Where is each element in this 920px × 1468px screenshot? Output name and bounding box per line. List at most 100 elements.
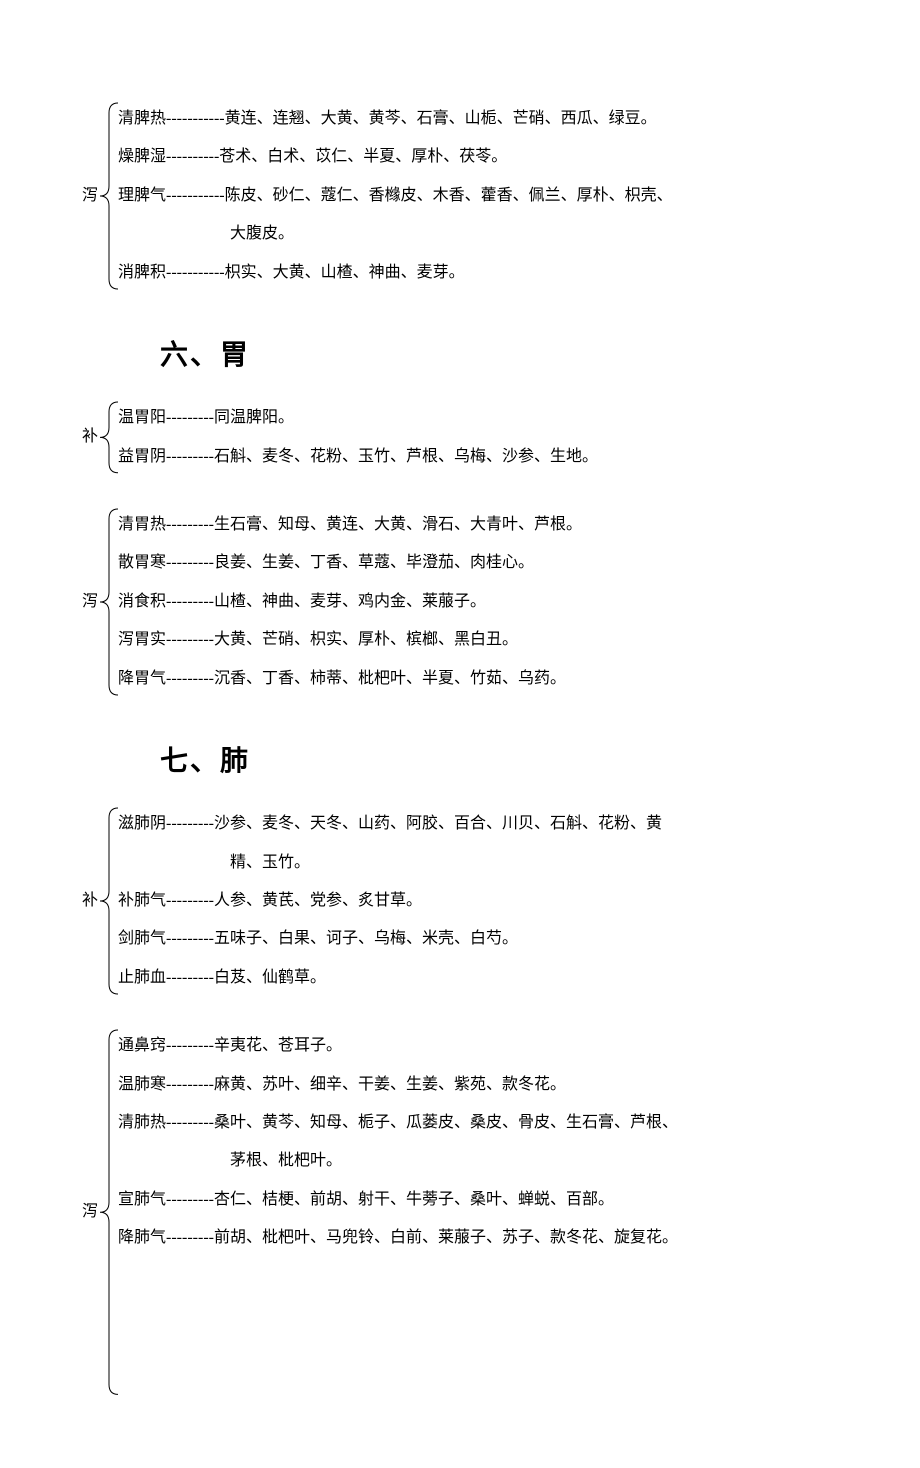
entry-row: 温胃阳---------同温脾阳。 xyxy=(118,399,598,437)
entry-row: 止肺血---------白芨、仙鹤草。 xyxy=(118,959,662,997)
brace-bracket xyxy=(100,399,118,476)
entry-dashes: ----------- xyxy=(166,100,225,138)
entry-content: 麻黄、苏叶、细辛、干姜、生姜、紫苑、款冬花。 xyxy=(214,1066,678,1104)
entry-row: 降肺气---------前胡、枇杷叶、马兜铃、白前、莱菔子、苏子、款冬花、旋复花… xyxy=(118,1219,678,1257)
entries-list: 清胃热---------生石膏、知母、黄连、大黄、滑石、大青叶、芦根。散胃寒--… xyxy=(118,506,582,698)
entry-dashes: ----------- xyxy=(166,177,225,215)
entry-group: 泻清脾热-----------黄连、连翘、大黄、黄芩、石膏、山栀、芒硝、西瓜、绿… xyxy=(80,100,840,292)
section: 六、胃补温胃阳---------同温脾阳。益胃阴---------石斛、麦冬、花… xyxy=(80,322,840,698)
entry-label: 消脾积 xyxy=(118,254,166,292)
entry-content: 陈皮、砂仁、蔻仁、香橼皮、木香、藿香、佩兰、厚朴、枳壳、 xyxy=(225,177,673,215)
entry-dashes: --------- xyxy=(166,583,214,621)
entry-group: 补滋肺阴---------沙参、麦冬、天冬、山药、阿胶、百合、川贝、石斛、花粉、… xyxy=(80,805,840,997)
bracket-wrap: 通鼻窍---------辛夷花、苍耳子。温肺寒---------麻黄、苏叶、细辛… xyxy=(100,1027,678,1397)
entry-content: 白芨、仙鹤草。 xyxy=(214,959,662,997)
entry-label: 剑肺气 xyxy=(118,920,166,958)
entry-label: 滋肺阴 xyxy=(118,805,166,843)
entry-row-continuation: 精、玉竹。 xyxy=(118,844,662,882)
entry-row: 补肺气---------人参、黄芪、党参、炙甘草。 xyxy=(118,882,662,920)
entry-label: 降肺气 xyxy=(118,1219,166,1257)
entry-dashes: --------- xyxy=(166,1104,214,1142)
entry-row: 温肺寒---------麻黄、苏叶、细辛、干姜、生姜、紫苑、款冬花。 xyxy=(118,1066,678,1104)
entry-content-continuation: 茅根、枇杷叶。 xyxy=(118,1142,678,1180)
entry-row: 清胃热---------生石膏、知母、黄连、大黄、滑石、大青叶、芦根。 xyxy=(118,506,582,544)
entry-dashes: --------- xyxy=(166,1181,214,1219)
entry-label: 理脾气 xyxy=(118,177,166,215)
section: 泻清脾热-----------黄连、连翘、大黄、黄芩、石膏、山栀、芒硝、西瓜、绿… xyxy=(80,100,840,292)
bracket-wrap: 滋肺阴---------沙参、麦冬、天冬、山药、阿胶、百合、川贝、石斛、花粉、黄… xyxy=(100,805,662,997)
bracket-wrap: 清脾热-----------黄连、连翘、大黄、黄芩、石膏、山栀、芒硝、西瓜、绿豆… xyxy=(100,100,673,292)
entry-content: 沉香、丁香、柿蒂、枇杷叶、半夏、竹茹、乌药。 xyxy=(214,660,582,698)
entry-row: 理脾气-----------陈皮、砂仁、蔻仁、香橼皮、木香、藿香、佩兰、厚朴、枳… xyxy=(118,177,673,215)
entry-dashes: --------- xyxy=(166,660,214,698)
entries-list: 通鼻窍---------辛夷花、苍耳子。温肺寒---------麻黄、苏叶、细辛… xyxy=(118,1027,678,1397)
entry-dashes: --------- xyxy=(166,805,214,843)
entry-content: 苍术、白术、苡仁、半夏、厚朴、茯苓。 xyxy=(219,138,672,176)
entry-content: 黄连、连翘、大黄、黄芩、石膏、山栀、芒硝、西瓜、绿豆。 xyxy=(225,100,673,138)
entry-row: 降胃气---------沉香、丁香、柿蒂、枇杷叶、半夏、竹茹、乌药。 xyxy=(118,660,582,698)
entry-dashes: --------- xyxy=(166,506,214,544)
entry-row: 清脾热-----------黄连、连翘、大黄、黄芩、石膏、山栀、芒硝、西瓜、绿豆… xyxy=(118,100,673,138)
entry-dashes: --------- xyxy=(166,1027,214,1065)
entry-dashes: --------- xyxy=(166,1066,214,1104)
entry-dashes: --------- xyxy=(166,920,214,958)
entry-content: 大黄、芒硝、枳实、厚朴、槟榔、黑白丑。 xyxy=(214,621,582,659)
entry-label: 清脾热 xyxy=(118,100,166,138)
entry-label: 益胃阴 xyxy=(118,438,166,476)
entry-row: 益胃阴---------石斛、麦冬、花粉、玉竹、芦根、乌梅、沙参、生地。 xyxy=(118,438,598,476)
entry-row: 消脾积-----------枳实、大黄、山楂、神曲、麦芽。 xyxy=(118,254,673,292)
entries-list: 滋肺阴---------沙参、麦冬、天冬、山药、阿胶、百合、川贝、石斛、花粉、黄… xyxy=(118,805,662,997)
entries-list: 清脾热-----------黄连、连翘、大黄、黄芩、石膏、山栀、芒硝、西瓜、绿豆… xyxy=(118,100,673,292)
entry-dashes: --------- xyxy=(166,621,214,659)
entry-group: 泻清胃热---------生石膏、知母、黄连、大黄、滑石、大青叶、芦根。散胃寒-… xyxy=(80,506,840,698)
entry-label: 补肺气 xyxy=(118,882,166,920)
entry-label: 宣肺气 xyxy=(118,1181,166,1219)
entry-content-continuation: 大腹皮。 xyxy=(118,215,673,253)
entry-label: 散胃寒 xyxy=(118,544,166,582)
group-label: 补 xyxy=(80,418,100,456)
brace-bracket xyxy=(100,1027,118,1397)
entry-label: 清胃热 xyxy=(118,506,166,544)
section-heading: 六、胃 xyxy=(160,322,840,389)
entry-row: 通鼻窍---------辛夷花、苍耳子。 xyxy=(118,1027,678,1065)
entry-content: 同温脾阳。 xyxy=(214,399,598,437)
entry-dashes: --------- xyxy=(166,1219,214,1257)
entry-label: 降胃气 xyxy=(118,660,166,698)
entry-label: 清肺热 xyxy=(118,1104,166,1142)
entry-dashes: ---------- xyxy=(166,138,219,176)
group-label: 补 xyxy=(80,882,100,920)
entry-row-continuation: 大腹皮。 xyxy=(118,215,673,253)
entry-content: 沙参、麦冬、天冬、山药、阿胶、百合、川贝、石斛、花粉、黄 xyxy=(214,805,662,843)
group-label: 泻 xyxy=(80,177,100,215)
entry-content: 生石膏、知母、黄连、大黄、滑石、大青叶、芦根。 xyxy=(214,506,582,544)
entry-dashes: --------- xyxy=(166,882,214,920)
entry-row-continuation: 茅根、枇杷叶。 xyxy=(118,1142,678,1180)
entry-label: 通鼻窍 xyxy=(118,1027,166,1065)
entry-group: 泻通鼻窍---------辛夷花、苍耳子。温肺寒---------麻黄、苏叶、细… xyxy=(80,1027,840,1397)
entry-content: 良姜、生姜、丁香、草蔻、毕澄茄、肉桂心。 xyxy=(214,544,582,582)
entry-group: 补温胃阳---------同温脾阳。益胃阴---------石斛、麦冬、花粉、玉… xyxy=(80,399,840,476)
entry-content-continuation: 精、玉竹。 xyxy=(118,844,662,882)
entry-row: 滋肺阴---------沙参、麦冬、天冬、山药、阿胶、百合、川贝、石斛、花粉、黄 xyxy=(118,805,662,843)
entry-content: 人参、黄芪、党参、炙甘草。 xyxy=(214,882,662,920)
entry-dashes: ----------- xyxy=(166,254,225,292)
entry-dashes: --------- xyxy=(166,544,214,582)
entry-dashes: --------- xyxy=(166,399,214,437)
group-label: 泻 xyxy=(80,1193,100,1231)
entry-content: 石斛、麦冬、花粉、玉竹、芦根、乌梅、沙参、生地。 xyxy=(214,438,598,476)
entry-label: 温胃阳 xyxy=(118,399,166,437)
entry-content: 五味子、白果、诃子、乌梅、米壳、白芍。 xyxy=(214,920,662,958)
entry-dashes: --------- xyxy=(166,438,214,476)
entry-row: 宣肺气---------杏仁、桔梗、前胡、射干、牛蒡子、桑叶、蝉蜕、百部。 xyxy=(118,1181,678,1219)
entry-row: 散胃寒---------良姜、生姜、丁香、草蔻、毕澄茄、肉桂心。 xyxy=(118,544,582,582)
entry-label: 止肺血 xyxy=(118,959,166,997)
entry-row: 泻胃实---------大黄、芒硝、枳实、厚朴、槟榔、黑白丑。 xyxy=(118,621,582,659)
entry-row: 清肺热---------桑叶、黄芩、知母、栀子、瓜蒌皮、桑皮、骨皮、生石膏、芦根… xyxy=(118,1104,678,1142)
entry-content: 前胡、枇杷叶、马兜铃、白前、莱菔子、苏子、款冬花、旋复花。 xyxy=(214,1219,678,1257)
brace-bracket xyxy=(100,100,118,292)
entries-list: 温胃阳---------同温脾阳。益胃阴---------石斛、麦冬、花粉、玉竹… xyxy=(118,399,598,476)
group-label: 泻 xyxy=(80,583,100,621)
brace-bracket xyxy=(100,506,118,698)
entry-row: 燥脾湿----------苍术、白术、苡仁、半夏、厚朴、茯苓。 xyxy=(118,138,673,176)
entry-content: 桑叶、黄芩、知母、栀子、瓜蒌皮、桑皮、骨皮、生石膏、芦根、 xyxy=(214,1104,678,1142)
